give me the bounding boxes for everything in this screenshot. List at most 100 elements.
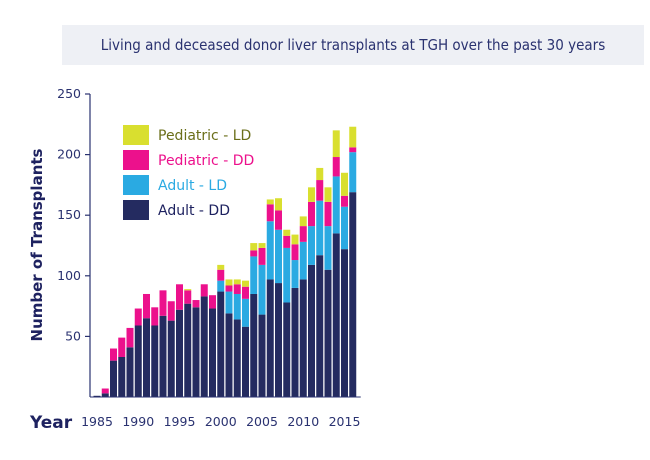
bar-segment-adult-dd-1992 — [151, 325, 159, 397]
bar-segment-pediatric-ld-2010 — [299, 216, 307, 227]
bar-segment-adult-dd-2006 — [266, 279, 274, 397]
bar-segment-adult-ld-2004 — [250, 256, 258, 294]
bar-segment-pediatric-dd-2016 — [349, 147, 357, 153]
bar-segment-adult-dd-2004 — [250, 293, 258, 397]
bar-segment-adult-ld-2005 — [258, 264, 266, 315]
bar-segment-pediatric-dd-2011 — [308, 201, 315, 227]
legend: Pediatric - LD Pediatric - DD Adult - LD Ad… — [123, 125, 254, 220]
x-tick-label: 2000 — [205, 414, 237, 429]
x-axis-label: Year — [29, 413, 73, 433]
legend-label: Pediatric - LD — [158, 128, 251, 144]
y-tick-label: 250 — [57, 86, 81, 101]
bar-segment-pediatric-dd-2000 — [217, 269, 225, 281]
y-tick-label: 50 — [65, 328, 81, 343]
bar-segment-adult-dd-2014 — [332, 233, 340, 397]
bar-segment-adult-ld-2014 — [332, 176, 340, 234]
bar-segment-adult-ld-2015 — [341, 206, 348, 250]
bar-segment-adult-dd-2001 — [225, 313, 233, 397]
y-tick-label: 150 — [57, 207, 81, 222]
y-axis: 50 100 150 200 250 — [57, 86, 91, 397]
bar-segment-pediatric-dd-1988 — [118, 337, 126, 358]
x-tick-label: 1985 — [81, 414, 113, 429]
bar-segment-pediatric-dd-2010 — [299, 226, 307, 242]
bar-segment-pediatric-dd-2003 — [242, 286, 249, 299]
bar-segment-pediatric-ld-2000 — [217, 264, 225, 270]
bar-segment-adult-dd-1988 — [118, 357, 126, 397]
bar-segment-pediatric-ld-2007 — [275, 198, 282, 211]
bar-segment-pediatric-dd-1996 — [184, 290, 192, 304]
bar-segment-pediatric-dd-2006 — [266, 204, 274, 222]
bar-segment-pediatric-ld-2002 — [233, 279, 241, 285]
x-tick-label: 1990 — [122, 414, 154, 429]
bar-segment-adult-dd-1991 — [143, 318, 150, 397]
bar-segment-pediatric-dd-1993 — [159, 290, 167, 316]
bar-segment-pediatric-dd-1987 — [110, 348, 117, 361]
y-tick-label: 200 — [57, 147, 81, 162]
bar-segment-adult-dd-2000 — [217, 291, 225, 397]
bar-segment-pediatric-ld-2014 — [332, 130, 340, 158]
bar-segment-adult-dd-2003 — [242, 326, 249, 397]
bar-segment-pediatric-dd-2012 — [316, 180, 324, 201]
bar-segment-adult-dd-1990 — [134, 325, 142, 397]
bar-segment-pediatric-dd-1986 — [101, 388, 109, 394]
bar-segment-pediatric-dd-1997 — [192, 300, 200, 308]
bar-segment-pediatric-ld-2005 — [258, 243, 266, 248]
bar-segment-adult-dd-1999 — [209, 308, 216, 397]
bar-segment-adult-dd-2009 — [291, 287, 299, 397]
bar-segment-pediatric-dd-2002 — [233, 284, 241, 294]
bar-segment-pediatric-dd-2008 — [283, 235, 291, 248]
y-tick-label: 100 — [57, 268, 81, 283]
bar-segment-adult-dd-1994 — [167, 320, 175, 397]
bar-segment-adult-dd-2010 — [299, 279, 307, 397]
bar-segment-pediatric-dd-1995 — [176, 284, 183, 310]
bar-segment-pediatric-dd-2004 — [250, 250, 258, 257]
bar-segment-adult-dd-1989 — [126, 347, 134, 397]
bar-segment-pediatric-ld-2008 — [283, 229, 291, 236]
chart-title-box: Living and deceased donor liver transpla… — [62, 25, 644, 65]
bar-segment-pediatric-dd-1990 — [134, 308, 142, 326]
bar-segment-adult-dd-2005 — [258, 314, 266, 397]
bar-segment-adult-ld-2001 — [225, 291, 233, 314]
x-tick-label: 2015 — [329, 414, 361, 429]
legend-swatch — [123, 125, 149, 145]
bar-segment-pediatric-ld-2011 — [308, 187, 315, 202]
bar-segment-adult-dd-2015 — [341, 249, 348, 397]
bar-segment-pediatric-ld-2012 — [316, 167, 324, 181]
bar-segment-pediatric-dd-1999 — [209, 295, 216, 309]
legend-label: Adult - DD — [158, 203, 230, 219]
legend-label: Pediatric - DD — [158, 153, 254, 169]
bar-segment-adult-ld-2007 — [275, 229, 282, 284]
bar-segment-pediatric-dd-2015 — [341, 195, 348, 207]
bar-segment-adult-dd-1986 — [101, 393, 109, 397]
legend-swatch — [123, 175, 149, 195]
bar-segment-pediatric-dd-2013 — [324, 201, 332, 227]
bar-segment-adult-dd-1993 — [159, 315, 167, 397]
bar-segment-pediatric-ld-2001 — [225, 279, 233, 286]
x-tick-label: 1995 — [164, 414, 196, 429]
bar-segment-adult-dd-2007 — [275, 283, 282, 397]
chart-title: Living and deceased donor liver transpla… — [100, 36, 606, 54]
bar-segment-adult-ld-2003 — [242, 298, 249, 327]
bar-segment-adult-dd-2013 — [324, 269, 332, 397]
x-tick-label: 2010 — [287, 414, 319, 429]
bar-segment-adult-ld-2000 — [217, 280, 225, 292]
bar-segment-pediatric-ld-2006 — [266, 199, 274, 205]
bar-segment-adult-ld-2010 — [299, 241, 307, 280]
bar-segment-adult-dd-1996 — [184, 303, 192, 397]
bar-segment-adult-ld-2012 — [316, 200, 324, 256]
bar-segment-pediatric-dd-2005 — [258, 247, 266, 265]
bar-segment-pediatric-ld-2009 — [291, 234, 299, 245]
bar-segment-adult-dd-1985 — [93, 395, 101, 397]
bar-segment-adult-dd-1995 — [176, 309, 183, 397]
bar-segment-adult-ld-2016 — [349, 152, 357, 193]
x-axis: 1985 1990 1995 2000 2005 2010 2015 — [81, 396, 361, 429]
bar-segment-pediatric-dd-1991 — [143, 293, 150, 319]
bar-segment-pediatric-dd-2001 — [225, 285, 233, 292]
bar-segment-pediatric-dd-1992 — [151, 307, 159, 326]
bar-segment-adult-dd-1997 — [192, 307, 200, 397]
bar-segment-adult-ld-2013 — [324, 226, 332, 270]
bar-segment-adult-ld-2008 — [283, 247, 291, 303]
bar-segment-pediatric-dd-2009 — [291, 244, 299, 261]
bar-segment-adult-ld-2002 — [233, 293, 241, 320]
